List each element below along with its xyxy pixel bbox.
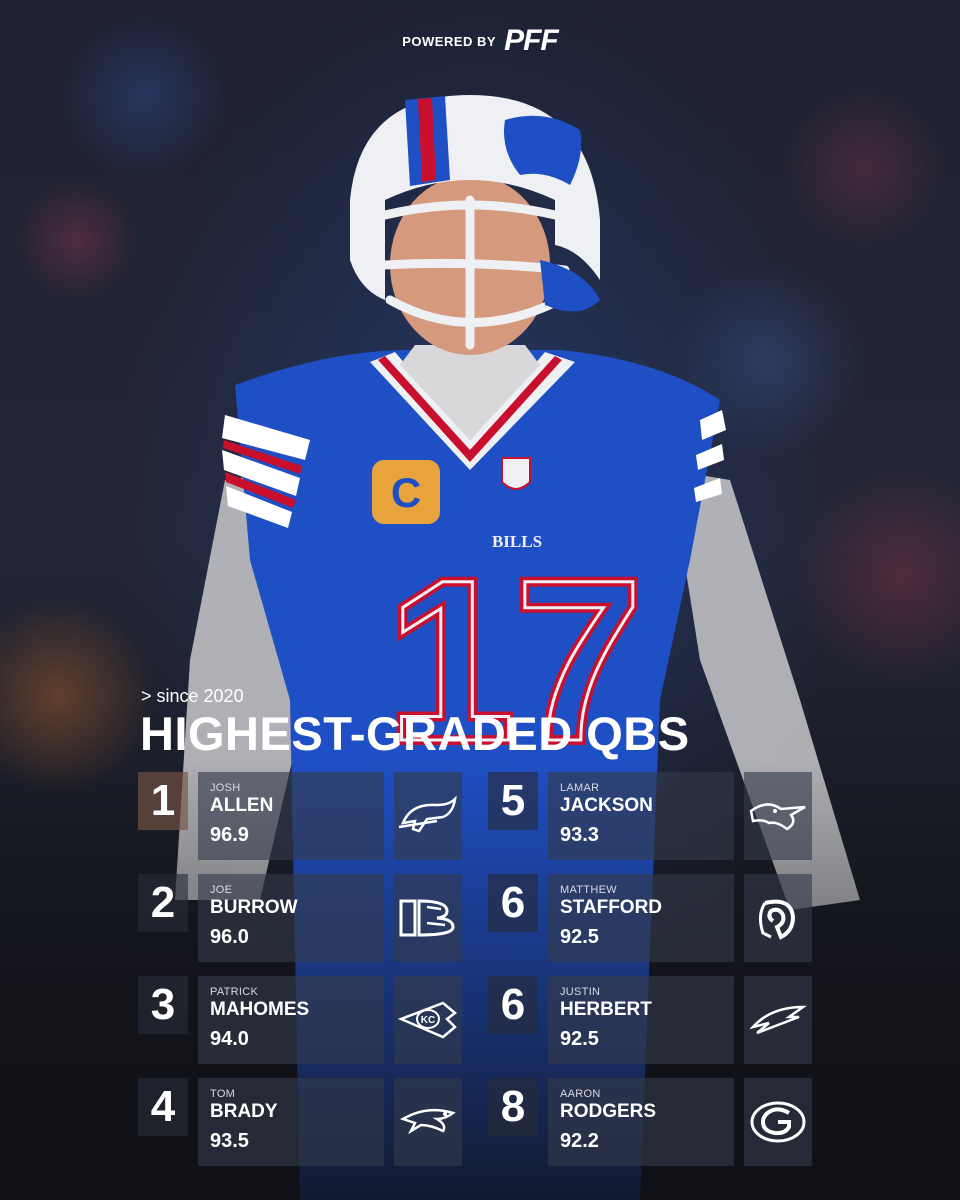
player-last-name: HERBERT bbox=[560, 999, 652, 1020]
captain-letter: C bbox=[391, 469, 421, 516]
team-logo-box: KC bbox=[394, 976, 462, 1064]
player-card: MATTHEW STAFFORD 92.5 bbox=[548, 874, 734, 962]
player-last-name: JACKSON bbox=[560, 795, 653, 816]
player-grade: 92.2 bbox=[560, 1130, 599, 1152]
rank-number: 3 bbox=[138, 976, 188, 1034]
chargers-logo-icon bbox=[749, 1005, 807, 1035]
player-card: AARON RODGERS 92.2 bbox=[548, 1078, 734, 1166]
rank-number: 6 bbox=[488, 874, 538, 932]
team-logo-box bbox=[394, 1078, 462, 1166]
player-last-name: STAFFORD bbox=[560, 897, 663, 918]
jersey-wordmark: BILLS bbox=[492, 532, 542, 551]
player-last-name: RODGERS bbox=[560, 1101, 657, 1122]
player-grade: 92.5 bbox=[560, 1028, 599, 1050]
chiefs-logo-icon: KC bbox=[397, 1001, 458, 1039]
left-shoulder-stripes bbox=[222, 415, 310, 528]
team-logo-box bbox=[744, 976, 812, 1064]
player-grade: 92.5 bbox=[560, 926, 599, 948]
player-last-name: BRADY bbox=[210, 1101, 278, 1122]
rank-number: 6 bbox=[488, 976, 538, 1034]
team-logo-box bbox=[744, 1078, 812, 1166]
player-grade: 94.0 bbox=[210, 1028, 249, 1050]
player-first-name: TOM bbox=[210, 1088, 236, 1100]
player-card: JOSH ALLEN 96.9 bbox=[198, 772, 384, 860]
jersey-number-outline: 17 bbox=[387, 532, 643, 789]
team-logo-box bbox=[744, 874, 812, 962]
player-first-name: JOE bbox=[210, 884, 233, 896]
player-first-name: JOSH bbox=[210, 782, 241, 794]
rank-number: 2 bbox=[138, 874, 188, 932]
right-shoulder-stripes bbox=[694, 410, 726, 502]
rank-number: 4 bbox=[138, 1078, 188, 1136]
bengals-logo-icon bbox=[399, 899, 455, 937]
page-title: HIGHEST-GRADED QBS bbox=[140, 707, 690, 760]
player-grade: 93.5 bbox=[210, 1130, 249, 1152]
player-first-name: MATTHEW bbox=[560, 884, 617, 896]
player-last-name: ALLEN bbox=[210, 795, 274, 816]
patriots-logo-icon bbox=[399, 1108, 456, 1135]
player-first-name: AARON bbox=[560, 1088, 601, 1100]
neck-undershirt bbox=[400, 345, 540, 440]
nfl-shield-icon bbox=[501, 457, 531, 490]
player-grade: 96.9 bbox=[210, 824, 249, 846]
player-last-name: MAHOMES bbox=[210, 999, 310, 1020]
team-logo-box bbox=[394, 874, 462, 962]
rank-number: 8 bbox=[488, 1078, 538, 1136]
ravens-logo-icon bbox=[749, 803, 806, 831]
player-card: TOM BRADY 93.5 bbox=[198, 1078, 384, 1166]
svg-text:KC: KC bbox=[421, 1015, 435, 1026]
player-card: JOE BURROW 96.0 bbox=[198, 874, 384, 962]
team-logo-box bbox=[394, 772, 462, 860]
captain-patch: C bbox=[372, 460, 440, 524]
rank-number: 1 bbox=[138, 772, 188, 830]
rams-logo-icon bbox=[758, 899, 796, 940]
player-first-name: LAMAR bbox=[560, 782, 600, 794]
powered-by-banner: POWERED BY PFF bbox=[0, 26, 960, 56]
left-shoulder-red bbox=[223, 440, 302, 508]
player-grade: 93.3 bbox=[560, 824, 599, 846]
helmet-stripe-red bbox=[418, 98, 436, 182]
player-first-name: PATRICK bbox=[210, 986, 259, 998]
rank-number: 5 bbox=[488, 772, 538, 830]
subtitle: > since 2020 bbox=[141, 686, 244, 706]
player-card: JUSTIN HERBERT 92.5 bbox=[548, 976, 734, 1064]
helmet-jaw-pad bbox=[540, 260, 600, 312]
player-grade: 96.0 bbox=[210, 926, 249, 948]
bills-logo-icon bbox=[398, 795, 457, 833]
player-card: PATRICK MAHOMES 94.0 bbox=[198, 976, 384, 1064]
powered-by-label: POWERED BY bbox=[402, 33, 497, 49]
player-last-name: BURROW bbox=[210, 897, 298, 918]
packers-logo-icon bbox=[750, 1101, 806, 1143]
pff-logo: PFF bbox=[504, 24, 559, 57]
player-first-name: JUSTIN bbox=[560, 986, 601, 998]
team-logo-box bbox=[744, 772, 812, 860]
helmet-bills-logo-icon bbox=[504, 115, 582, 185]
jersey-number: 17 bbox=[387, 532, 643, 789]
player-card: LAMAR JACKSON 93.3 bbox=[548, 772, 734, 860]
